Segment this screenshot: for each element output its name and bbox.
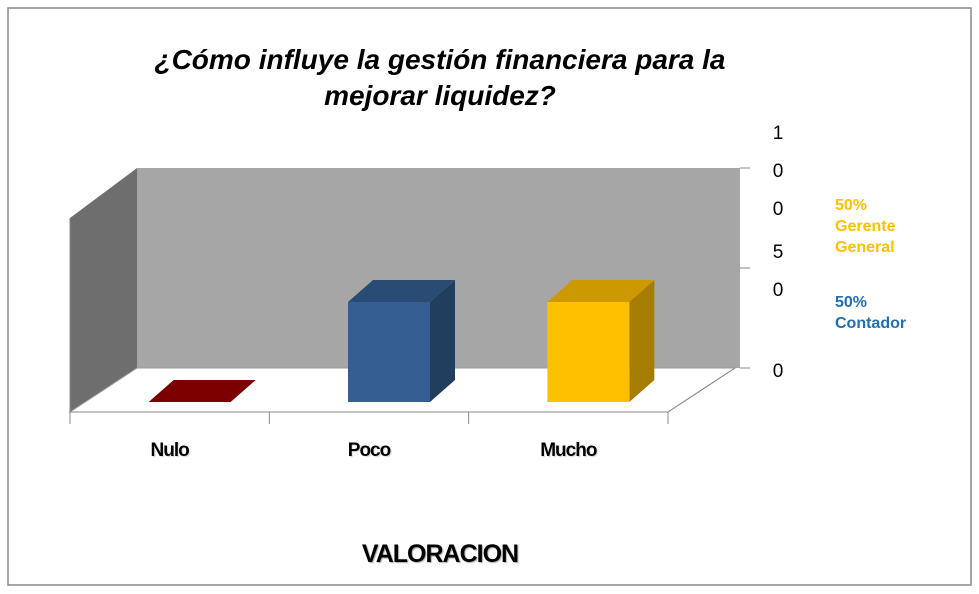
y-tick-label: 100	[772, 123, 784, 220]
bar-face	[348, 280, 455, 302]
bar-face	[148, 380, 256, 402]
x-tick-label: Mucho	[540, 440, 597, 461]
x-tick-label: Poco	[347, 440, 391, 461]
axis-edge	[667, 367, 736, 413]
x-axis-title: VALORACION	[361, 540, 519, 568]
bar-face	[348, 302, 430, 402]
bar	[348, 280, 455, 402]
bar	[148, 380, 256, 402]
bar-face	[629, 280, 655, 402]
bar-face	[547, 280, 655, 302]
y-tick-label: 50	[772, 242, 784, 301]
side-wall	[70, 168, 137, 412]
chart-title: ¿Cómo influye la gestión financiera para…	[154, 44, 726, 111]
x-tick-label: Nulo	[150, 440, 190, 461]
y-tick-label: 0	[772, 361, 784, 382]
bar	[547, 280, 655, 402]
bar-face	[430, 280, 455, 402]
bar-face	[547, 302, 630, 402]
annotation: 50% Gerente General	[835, 197, 896, 256]
annotation: 50% Contador	[835, 294, 907, 332]
